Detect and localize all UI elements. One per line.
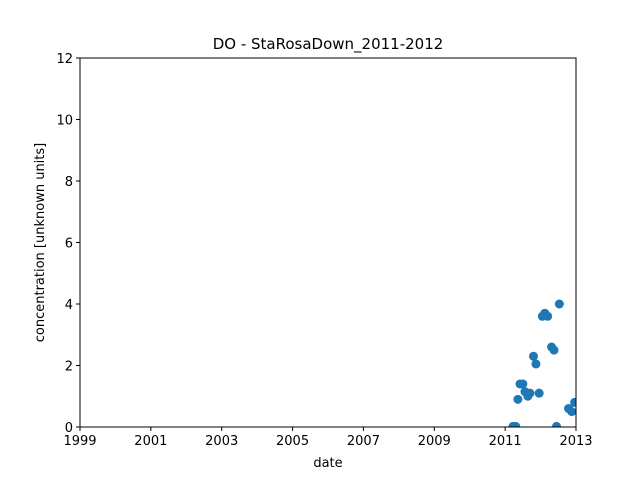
y-tick-label: 6 xyxy=(65,237,73,252)
x-tick-label: 2011 xyxy=(489,434,522,449)
plot-background xyxy=(80,58,576,427)
data-point xyxy=(543,311,553,321)
x-tick-label: 2005 xyxy=(276,434,309,449)
x-tick-label: 2009 xyxy=(418,434,451,449)
data-point xyxy=(567,407,576,417)
x-tick-label: 2003 xyxy=(205,434,238,449)
plot-area xyxy=(79,57,577,428)
data-point xyxy=(531,359,541,369)
y-tick-label: 2 xyxy=(65,360,73,375)
y-axis-label: concentration [unknown units] xyxy=(33,143,48,342)
x-tick-label: 2013 xyxy=(559,434,592,449)
chart-title: DO - StaRosaDown_2011-2012 xyxy=(213,35,444,54)
data-point xyxy=(554,299,564,309)
x-tick-label: 2007 xyxy=(347,434,380,449)
y-tick-label: 12 xyxy=(56,52,73,67)
x-tick-label: 1999 xyxy=(63,434,96,449)
y-tick-label: 4 xyxy=(65,298,73,313)
y-tick-label: 0 xyxy=(65,421,73,436)
y-tick-label: 8 xyxy=(65,175,73,190)
data-point xyxy=(513,394,523,404)
y-axis: 0 2 4 6 8 10 12 xyxy=(56,52,80,436)
x-tick-label: 2001 xyxy=(134,434,167,449)
x-axis-label: date xyxy=(313,456,342,471)
data-points xyxy=(508,299,576,427)
data-point xyxy=(518,379,528,389)
data-point xyxy=(552,421,562,427)
data-point xyxy=(511,421,521,427)
data-point xyxy=(549,345,559,355)
x-axis: 1999 2001 2003 2005 2007 2009 2011 2013 xyxy=(63,427,593,449)
data-point xyxy=(528,351,538,361)
data-point xyxy=(570,397,576,407)
data-point xyxy=(534,388,544,398)
y-tick-label: 10 xyxy=(56,114,73,129)
data-point xyxy=(525,388,535,398)
